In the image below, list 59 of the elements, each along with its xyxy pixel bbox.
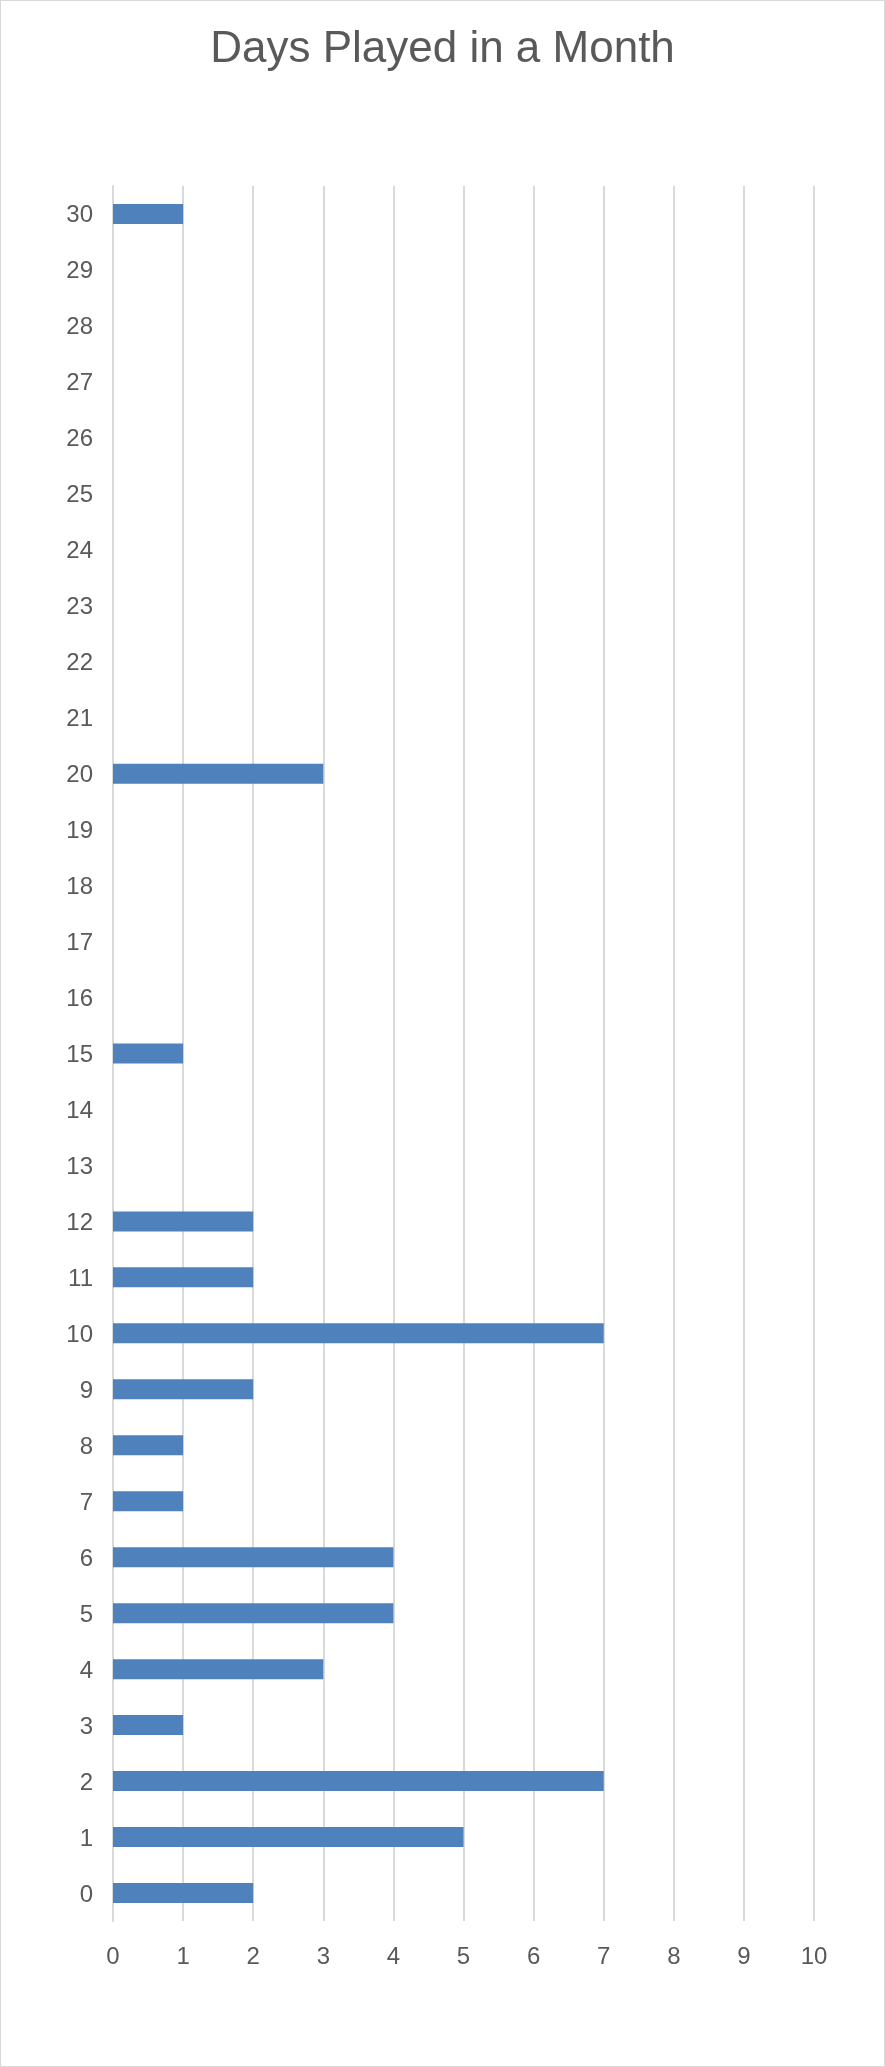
x-tick-label: 6 — [526, 1941, 541, 1969]
y-tick-label: 3 — [79, 1711, 93, 1739]
y-tick-label: 17 — [66, 928, 93, 956]
chart-title: Days Played in a Month — [210, 21, 675, 71]
bar — [113, 1603, 394, 1624]
bar — [113, 1771, 604, 1792]
x-tick-label: 5 — [456, 1941, 471, 1969]
bar — [113, 1491, 184, 1512]
y-tick-label: 12 — [66, 1207, 93, 1235]
x-tick-label: 4 — [386, 1941, 401, 1969]
bar — [113, 1659, 324, 1680]
y-tick-label: 19 — [66, 816, 93, 844]
y-tick-label: 20 — [66, 760, 93, 788]
y-tick-label: 27 — [66, 368, 93, 396]
y-tick-label: 21 — [66, 704, 93, 732]
x-tick-label: 10 — [800, 1941, 828, 1969]
y-tick-label: 13 — [66, 1151, 93, 1179]
y-tick-label: 28 — [66, 312, 93, 340]
bar — [113, 1323, 604, 1344]
bar — [113, 1715, 184, 1736]
y-tick-label: 10 — [66, 1319, 93, 1347]
x-tick-label: 8 — [667, 1941, 681, 1969]
x-tick-label: 0 — [106, 1941, 120, 1969]
bar — [113, 1435, 184, 1456]
y-tick-label: 9 — [79, 1375, 93, 1403]
y-tick-label: 7 — [79, 1487, 93, 1515]
y-tick-label: 25 — [66, 480, 93, 508]
x-tick-label: 2 — [246, 1941, 260, 1969]
y-tick-label: 1 — [79, 1823, 93, 1851]
bar — [113, 1547, 394, 1568]
y-tick-label: 11 — [68, 1263, 93, 1291]
y-tick-label: 14 — [66, 1095, 93, 1123]
y-tick-label: 2 — [79, 1767, 93, 1795]
bar — [113, 763, 324, 784]
y-tick-label: 5 — [79, 1599, 93, 1627]
y-tick-label: 24 — [66, 536, 93, 564]
y-tick-label: 22 — [66, 648, 93, 676]
x-tick-label: 9 — [737, 1941, 751, 1969]
y-tick-label: 29 — [66, 256, 93, 284]
y-tick-label: 8 — [79, 1431, 93, 1459]
y-tick-label: 15 — [66, 1040, 93, 1067]
y-tick-label: 6 — [79, 1543, 93, 1571]
bar — [113, 1379, 254, 1400]
bar — [113, 1267, 254, 1288]
y-tick-label: 16 — [66, 984, 93, 1012]
y-tick-label: 4 — [79, 1655, 93, 1683]
x-tick-label: 7 — [597, 1941, 611, 1969]
y-tick-label: 30 — [66, 200, 93, 228]
bar — [113, 1883, 254, 1904]
x-tick-label: 3 — [316, 1941, 330, 1969]
y-tick-label: 18 — [66, 872, 93, 900]
bar — [113, 1827, 464, 1848]
y-tick-label: 0 — [79, 1879, 93, 1907]
y-tick-label: 26 — [66, 424, 93, 452]
bar — [113, 203, 184, 224]
x-tick-label: 1 — [176, 1941, 190, 1969]
bar — [113, 1211, 254, 1232]
bar — [113, 1043, 184, 1064]
y-tick-label: 23 — [66, 592, 93, 620]
